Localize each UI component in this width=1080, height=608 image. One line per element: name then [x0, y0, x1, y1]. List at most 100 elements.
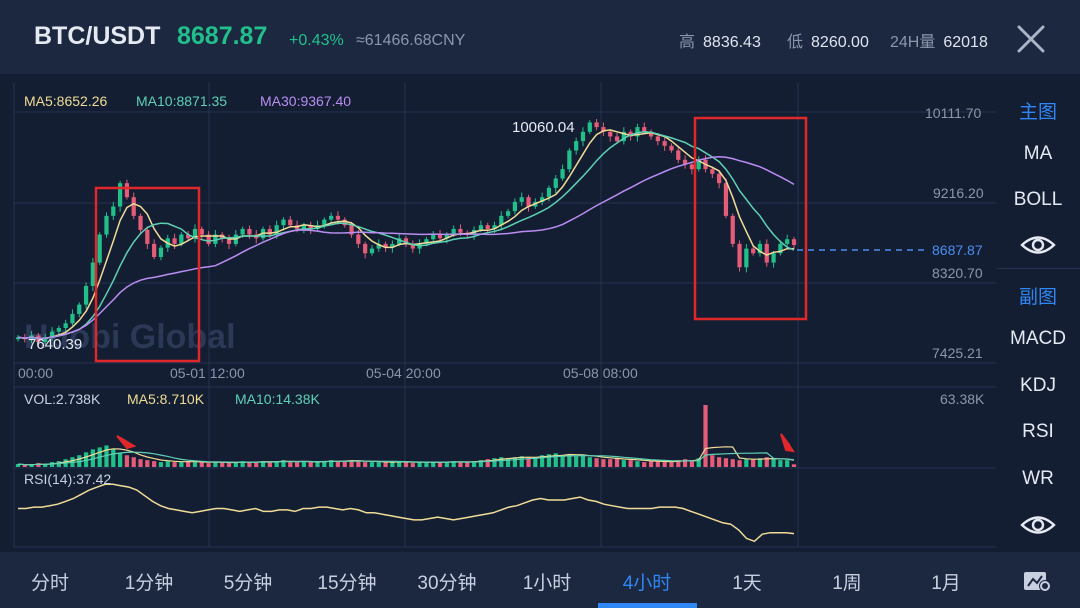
indicator-wr[interactable]: WR [1022, 468, 1054, 489]
eye-icon[interactable] [996, 514, 1080, 536]
tab-30min[interactable]: 30分钟 [417, 573, 477, 594]
volume-bar [458, 462, 463, 467]
volume-bar [682, 459, 688, 467]
close-icon[interactable] [1014, 22, 1048, 56]
tab-15min[interactable]: 15分钟 [317, 573, 377, 594]
volume-bars-group [15, 405, 797, 467]
candle [757, 243, 763, 254]
candle [63, 323, 68, 328]
tab-1hour[interactable]: 1小时 [522, 573, 572, 594]
candle [764, 243, 769, 263]
tab-timeline[interactable]: 分时 [30, 573, 69, 594]
candle [744, 248, 749, 268]
volume-bar [505, 458, 511, 467]
candle [363, 243, 368, 254]
indicator-kdj[interactable]: KDJ [1020, 375, 1056, 396]
volume-bar [737, 460, 742, 467]
candle [383, 243, 388, 248]
candle [682, 159, 688, 165]
volume-bar [635, 461, 640, 467]
volume-bar [288, 462, 293, 467]
volume-bar [519, 456, 524, 467]
volume-bar [669, 462, 674, 467]
candle [723, 183, 729, 216]
volume-bar [791, 464, 797, 467]
candle [145, 229, 150, 244]
volume-bar [308, 462, 313, 467]
indicator-ma[interactable]: MA [1023, 143, 1053, 164]
kline-chart[interactable]: Huobi Global MA5:8652.26 MA10:8871.35 MA… [0, 80, 996, 550]
tab-1day[interactable]: 1天 [732, 573, 762, 594]
candle [601, 127, 606, 132]
volume-bar [785, 460, 790, 467]
volume-bar [655, 461, 660, 467]
rsi-line-group [18, 483, 795, 543]
indicator-boll[interactable]: BOLL [1013, 189, 1063, 210]
tab-1week[interactable]: 1周 [832, 573, 862, 594]
highlight-box-drop [693, 116, 808, 321]
volume-bar [512, 457, 518, 467]
candle [70, 313, 75, 324]
candle [621, 131, 626, 142]
volume-bar [83, 452, 89, 467]
highlight-box-rally [94, 186, 201, 363]
volume-bar [36, 463, 41, 467]
indicator-macd[interactable]: MACD [1010, 328, 1066, 349]
ma30-line [17, 155, 795, 340]
volume-bar [111, 449, 116, 467]
candle [505, 211, 511, 216]
indicator-rsi[interactable]: RSI [1022, 421, 1054, 442]
ma10-legend: MA10:8871.35 [136, 93, 228, 109]
volume-bar [301, 461, 307, 467]
candles-group [15, 118, 797, 348]
volume-bar [703, 405, 708, 467]
candle [403, 238, 409, 244]
volume-bar [485, 459, 490, 467]
low-label: 低 [787, 34, 804, 51]
candle [49, 331, 55, 338]
candle [730, 215, 735, 244]
candle [689, 164, 695, 170]
volume-ma10-line [17, 451, 795, 466]
volume-bar [240, 461, 245, 467]
chart-settings-icon[interactable] [1022, 566, 1052, 599]
price-level-1: 10111.70 [925, 105, 982, 121]
tab-5min[interactable]: 5分钟 [223, 573, 273, 594]
rsi-legend: RSI(14):37.42 [24, 471, 112, 487]
volume-bar [403, 462, 409, 467]
volume-bar [15, 464, 21, 467]
volume-bar [247, 462, 252, 467]
candle [771, 253, 776, 263]
volume-bar [90, 449, 95, 467]
candle [574, 141, 579, 151]
price-level-4: 7425.21 [932, 345, 983, 361]
candle [710, 169, 715, 174]
time-label-3: 05-04 20:00 [366, 365, 441, 381]
volume-bar [179, 462, 184, 467]
candle [567, 150, 572, 170]
volume-bar [628, 460, 633, 467]
candle [152, 243, 157, 257]
candle [117, 183, 123, 207]
candle [628, 131, 633, 137]
candle [186, 234, 191, 239]
candle [349, 225, 354, 235]
candle [424, 239, 429, 244]
volume-bar [553, 453, 558, 467]
volume-bar [608, 459, 613, 467]
candle [499, 215, 504, 226]
last-price: 8687.87 [177, 22, 268, 50]
price-change: +0.43% [289, 32, 344, 49]
tab-4hour[interactable]: 4小时 [622, 573, 672, 594]
volume-bar [621, 460, 626, 467]
volume-arrow-right [780, 433, 796, 453]
tab-1month[interactable]: 1月 [931, 573, 961, 594]
candle [335, 215, 341, 220]
volume-bar [233, 462, 238, 467]
volume-bar [267, 462, 272, 467]
eye-icon[interactable] [996, 234, 1080, 256]
volume-bar [104, 445, 109, 467]
volume-bar [397, 461, 402, 467]
volume-bar [778, 460, 783, 467]
tab-1min[interactable]: 1分钟 [124, 573, 174, 594]
